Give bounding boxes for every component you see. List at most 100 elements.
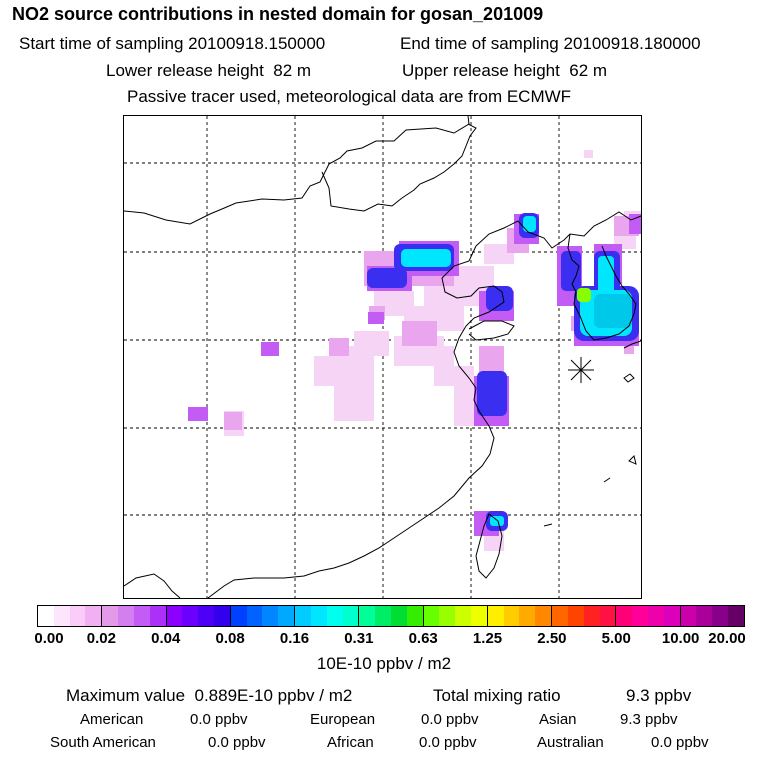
colorbar-swatch — [118, 606, 134, 626]
colorbar-segment — [166, 606, 231, 626]
end-time-value: 20100918.180000 — [563, 34, 701, 53]
map-canvas — [124, 116, 641, 598]
colorbar — [37, 605, 745, 627]
colorbar-swatch — [102, 606, 119, 626]
colorbar-swatch — [359, 606, 376, 626]
colorbar-swatch — [213, 606, 230, 626]
colorbar-tick-label: 0.63 — [408, 630, 438, 647]
colorbar-swatch — [535, 606, 552, 626]
colorbar-swatch — [230, 606, 247, 626]
colorbar-tick-label: 5.00 — [601, 630, 631, 647]
region-australian-label: Australian — [537, 734, 604, 751]
colorbar-segment — [616, 606, 681, 626]
upper-release-label: Upper release height — [402, 61, 560, 80]
data-note: Passive tracer used, meteorological data… — [127, 87, 572, 106]
region-american-value: 0.0 ppbv — [190, 711, 248, 728]
plume-faint — [224, 150, 641, 551]
colorbar-tick-label: 10.00 — [661, 630, 700, 647]
colorbar-swatch — [728, 606, 744, 626]
plume-green — [577, 288, 591, 302]
lower-release-label: Lower release height — [106, 61, 264, 80]
unit-label: 10E-10 ppbv / m2 — [316, 654, 452, 673]
region-european-value: 0.0 ppbv — [421, 711, 479, 728]
colorbar-swatch — [503, 606, 520, 626]
colorbar-swatch — [487, 606, 504, 626]
colorbar-segment — [295, 606, 360, 626]
colorbar-tick-label: 0.08 — [215, 630, 245, 647]
colorbar-swatch — [85, 606, 102, 626]
colorbar-swatch — [166, 606, 183, 626]
plot-title: NO2 source contributions in nested domai… — [12, 4, 544, 24]
colorbar-swatch — [326, 606, 343, 626]
region-south-american-value: 0.0 ppbv — [208, 734, 266, 751]
region-south-american-label: South American — [50, 734, 156, 751]
colorbar-swatch — [455, 606, 472, 626]
total-label: Total mixing ratio — [433, 686, 561, 705]
colorbar-segment — [230, 606, 296, 626]
colorbar-segment — [552, 606, 617, 626]
colorbar-swatch — [182, 606, 199, 626]
colorbar-swatch — [133, 606, 150, 626]
colorbar-swatch — [38, 606, 54, 626]
colorbar-swatch — [246, 606, 263, 626]
max-value-value: 0.889E-10 ppbv / m2 — [194, 686, 353, 705]
colorbar-swatch — [262, 606, 279, 626]
start-time: Start time of sampling 20100918.150000 — [19, 34, 325, 54]
colorbar-swatch — [599, 606, 616, 626]
colorbar-tick-label: 0.00 — [34, 630, 64, 647]
colorbar-segment — [38, 606, 103, 626]
upper-release: Upper release height 62 m — [402, 61, 607, 81]
upper-release-value: 62 m — [569, 61, 608, 80]
start-time-label: Start time of sampling — [19, 34, 184, 53]
colorbar-swatch — [439, 606, 456, 626]
colorbar-tick-label: 1.25 — [472, 630, 503, 647]
grid-lines — [124, 116, 641, 598]
colorbar-swatch — [69, 606, 86, 626]
colorbar-swatch — [696, 606, 713, 626]
colorbar-segment — [487, 606, 553, 626]
region-african-label: African — [327, 734, 374, 751]
colorbar-swatch — [310, 606, 327, 626]
region-australian-value: 0.0 ppbv — [651, 734, 709, 751]
colorbar-swatch — [567, 606, 584, 626]
region-african-value: 0.0 ppbv — [419, 734, 477, 751]
colorbar-swatch — [53, 606, 70, 626]
colorbar-swatch — [406, 606, 423, 626]
colorbar-swatch — [663, 606, 680, 626]
colorbar-swatch — [648, 606, 664, 626]
colorbar-swatch — [342, 606, 359, 626]
colorbar-swatch — [552, 606, 568, 626]
region-american-label: American — [80, 711, 144, 728]
colorbar-tick-label: 0.16 — [279, 630, 310, 647]
colorbar-swatch — [149, 606, 166, 626]
colorbar-tick-label: 0.31 — [344, 630, 374, 647]
colorbar-segment — [680, 606, 744, 626]
colorbar-swatch — [390, 606, 407, 626]
lower-release: Lower release height 82 m — [106, 61, 311, 81]
region-asian-label: Asian — [539, 711, 577, 728]
colorbar-tick-label: 0.04 — [151, 630, 181, 647]
colorbar-tick-label: 20.00 — [708, 630, 746, 647]
region-asian-value: 9.3 ppbv — [620, 711, 678, 728]
total-mixing-ratio: Total mixing ratio — [433, 686, 561, 706]
colorbar-tick-label: 2.50 — [537, 630, 567, 647]
start-time-value: 20100918.150000 — [188, 34, 326, 53]
colorbar-swatch — [616, 606, 633, 626]
colorbar-segment — [423, 606, 488, 626]
colorbar-swatch — [278, 606, 295, 626]
end-time: End time of sampling 20100918.180000 — [400, 34, 701, 54]
map-panel — [123, 115, 642, 599]
receptor-marker — [568, 357, 594, 383]
total-value: 9.3 ppbv — [626, 686, 692, 705]
colorbar-swatch — [295, 606, 311, 626]
colorbar-swatch — [375, 606, 391, 626]
colorbar-swatch — [583, 606, 600, 626]
colorbar-swatch — [632, 606, 649, 626]
colorbar-swatch — [680, 606, 697, 626]
region-european-label: European — [310, 711, 376, 728]
colorbar-swatch — [423, 606, 440, 626]
colorbar-swatch — [519, 606, 536, 626]
max-value: Maximum value 0.889E-10 ppbv / m2 — [66, 686, 352, 706]
coastlines — [124, 116, 641, 598]
colorbar-segment — [359, 606, 424, 626]
